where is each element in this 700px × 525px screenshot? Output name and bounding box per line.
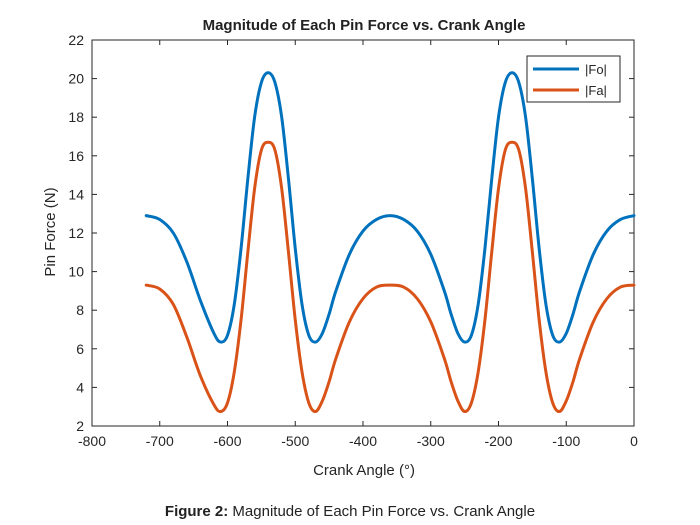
y-tick-label: 16: [68, 148, 84, 164]
pin-force-chart: Magnitude of Each Pin Force vs. Crank An…: [42, 17, 638, 479]
y-tick-label: 14: [68, 186, 84, 202]
y-tick-label: 8: [76, 302, 84, 318]
legend-box: [526, 55, 621, 103]
legend-label: |Fa|: [585, 83, 607, 98]
y-tick-label: 6: [76, 341, 84, 357]
y-axis-label: Pin Force (N): [42, 187, 59, 276]
x-tick-label: -700: [146, 433, 174, 449]
x-axis-label: Crank Angle (°): [313, 462, 415, 479]
x-tick-label: -200: [484, 433, 512, 449]
x-tick-label: -300: [417, 433, 445, 449]
x-tick-label: -800: [78, 433, 106, 449]
y-tick-label: 20: [68, 71, 84, 87]
x-tick-label: -400: [349, 433, 377, 449]
series-line-fa: [144, 140, 636, 414]
y-tick-label: 18: [68, 109, 84, 125]
y-tick-label: 4: [76, 379, 84, 395]
figure-caption-label: Figure 2:: [164, 503, 229, 520]
figure-caption-text: Magnitude of Each Pin Force vs. Crank An…: [228, 503, 536, 520]
y-tick-label: 2: [76, 418, 84, 434]
y-tick-label: 10: [68, 264, 84, 280]
chart-title: Magnitude of Each Pin Force vs. Crank An…: [203, 17, 526, 34]
series-line-fo: [144, 71, 636, 344]
x-tick-label: -600: [213, 433, 241, 449]
x-tick-label: -100: [552, 433, 580, 449]
y-tick-label: 22: [68, 32, 84, 48]
y-tick-label: 12: [68, 225, 84, 241]
figure-caption: Figure 2: Magnitude of Each Pin Force vs…: [0, 503, 700, 520]
x-tick-label: 0: [630, 433, 638, 449]
x-tick-label: -500: [281, 433, 309, 449]
legend-label: |Fo|: [585, 62, 607, 77]
